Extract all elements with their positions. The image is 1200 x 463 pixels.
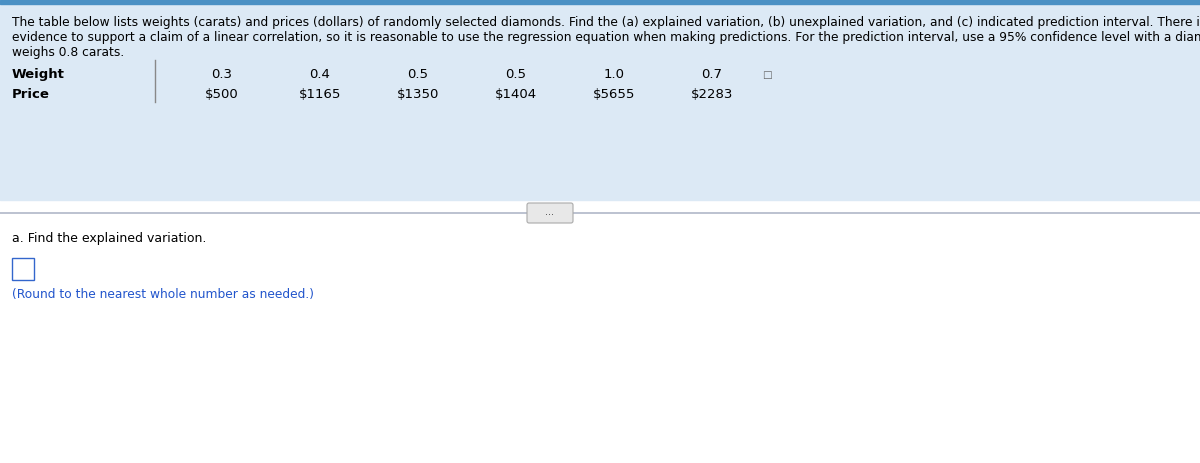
Text: Weight: Weight	[12, 68, 65, 81]
Text: Price: Price	[12, 88, 50, 101]
Text: $2283: $2283	[691, 88, 733, 101]
Text: weighs 0.8 carats.: weighs 0.8 carats.	[12, 46, 125, 59]
Text: $1404: $1404	[494, 88, 538, 101]
Text: ...: ...	[546, 207, 554, 217]
Text: evidence to support a claim of a linear correlation, so it is reasonable to use : evidence to support a claim of a linear …	[12, 31, 1200, 44]
Bar	[0, 0, 1200, 4]
Text: 1.0: 1.0	[604, 68, 624, 81]
Text: $5655: $5655	[593, 88, 635, 101]
Text: 0.5: 0.5	[505, 68, 527, 81]
Text: 0.4: 0.4	[310, 68, 330, 81]
FancyBboxPatch shape	[12, 258, 34, 280]
Text: a. Find the explained variation.: a. Find the explained variation.	[12, 232, 206, 245]
Text: $500: $500	[205, 88, 239, 101]
Text: $1165: $1165	[299, 88, 341, 101]
Text: 0.5: 0.5	[408, 68, 428, 81]
FancyBboxPatch shape	[527, 203, 574, 223]
Text: 0.7: 0.7	[702, 68, 722, 81]
Text: (Round to the nearest whole number as needed.): (Round to the nearest whole number as ne…	[12, 288, 314, 301]
Text: The table below lists weights (carats) and prices (dollars) of randomly selected: The table below lists weights (carats) a…	[12, 16, 1200, 29]
Text: 0.3: 0.3	[211, 68, 233, 81]
Bar	[0, 4, 1200, 200]
Text: □: □	[762, 70, 772, 80]
Text: $1350: $1350	[397, 88, 439, 101]
